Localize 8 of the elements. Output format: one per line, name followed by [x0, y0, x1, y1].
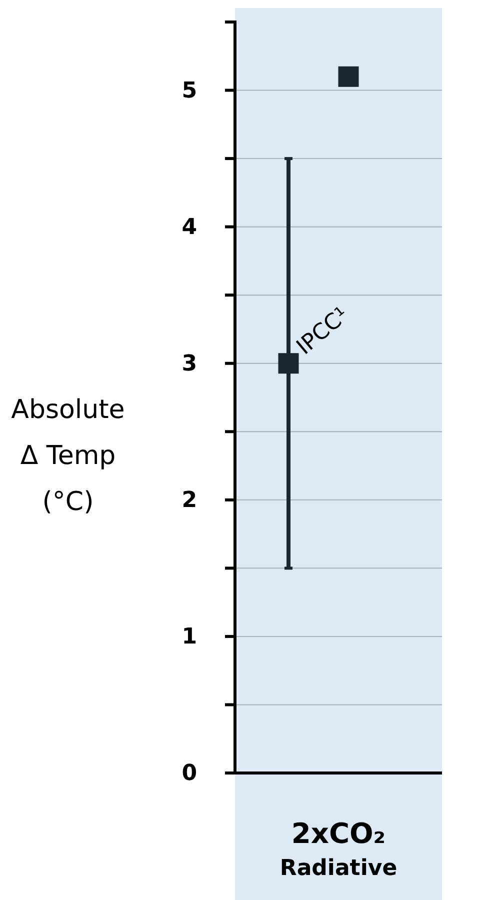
x-tick-label: 2xCO₂ Radiative [280, 817, 398, 881]
y-axis-title: Absolute Δ Temp (°C) [11, 395, 125, 517]
y-tick-label: 4 [182, 214, 197, 240]
y-tick-label: 1 [182, 624, 197, 650]
y-tick-label: 3 [182, 351, 197, 376]
y-tick-label: 5 [182, 78, 197, 104]
y-tick-label: 0 [182, 761, 197, 786]
y-tick-label: 2 [182, 488, 197, 513]
